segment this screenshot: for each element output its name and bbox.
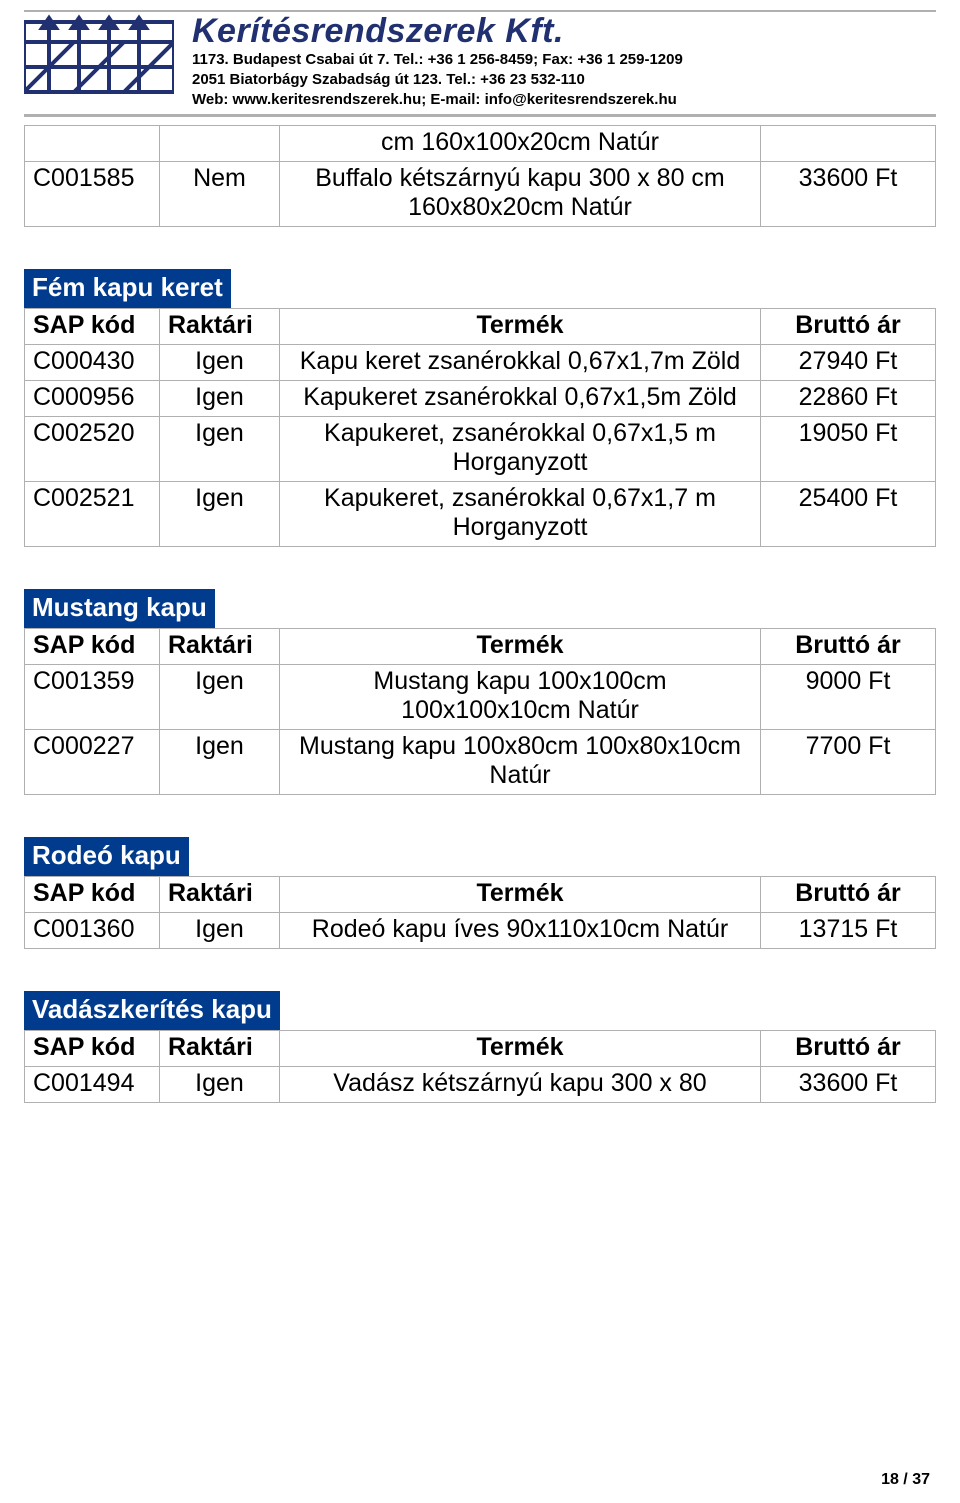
cell-price: 13715 Ft: [761, 913, 936, 949]
col-sap: SAP kód: [25, 309, 160, 345]
product-table: SAP kód Raktári Termék Bruttó ár C000430…: [24, 308, 936, 547]
product-table: SAP kód Raktári Termék Bruttó ár C001359…: [24, 628, 936, 795]
cell-product: Kapukeret zsanérokkal 0,67x1,5m Zöld: [280, 381, 761, 417]
letterhead: Kerítésrendszerek Kft. 1173. Budapest Cs…: [24, 10, 936, 117]
cell-stock: Igen: [160, 345, 280, 381]
cell-stock: Igen: [160, 665, 280, 730]
col-stock: Raktári: [160, 877, 280, 913]
cell-product: Rodeó kapu íves 90x110x10cm Natúr: [280, 913, 761, 949]
cell-product: Vadász kétszárnyú kapu 300 x 80: [280, 1067, 761, 1103]
top-fragment-table: cm 160x100x20cm Natúr C001585 Nem Buffal…: [24, 125, 936, 227]
table-row: C000956 Igen Kapukeret zsanérokkal 0,67x…: [25, 381, 936, 417]
company-name: Kerítésrendszerek Kft.: [192, 14, 683, 50]
table-row: C001585 Nem Buffalo kétszárnyú kapu 300 …: [25, 162, 936, 227]
cell-price: 33600 Ft: [761, 162, 936, 227]
table-row: C000227 Igen Mustang kapu 100x80cm 100x8…: [25, 730, 936, 795]
cell-price: 22860 Ft: [761, 381, 936, 417]
section-title: Rodeó kapu: [24, 837, 189, 876]
table-header-row: SAP kód Raktári Termék Bruttó ár: [25, 629, 936, 665]
col-sap: SAP kód: [25, 629, 160, 665]
section-mustang-kapu: Mustang kapu SAP kód Raktári Termék Brut…: [24, 589, 936, 795]
table-row: C002520 Igen Kapukeret, zsanérokkal 0,67…: [25, 417, 936, 482]
cell-product: cm 160x100x20cm Natúr: [280, 126, 761, 162]
cell-stock: Igen: [160, 913, 280, 949]
cell-price: 9000 Ft: [761, 665, 936, 730]
cell-sap: C001494: [25, 1067, 160, 1103]
col-price: Bruttó ár: [761, 629, 936, 665]
cell-price: [761, 126, 936, 162]
cell-product: Mustang kapu 100x80cm 100x80x10cm Natúr: [280, 730, 761, 795]
cell-stock: [160, 126, 280, 162]
col-product: Termék: [280, 1031, 761, 1067]
cell-product: Kapu keret zsanérokkal 0,67x1,7m Zöld: [280, 345, 761, 381]
company-address-1: 1173. Budapest Csabai út 7. Tel.: +36 1 …: [192, 50, 683, 70]
section-vadaszkerites-kapu: Vadászkerítés kapu SAP kód Raktári Termé…: [24, 991, 936, 1103]
col-product: Termék: [280, 309, 761, 345]
section-fem-kapu-keret: Fém kapu keret SAP kód Raktári Termék Br…: [24, 269, 936, 547]
fence-icon: [24, 12, 174, 102]
table-header-row: SAP kód Raktári Termék Bruttó ár: [25, 1031, 936, 1067]
cell-product: Mustang kapu 100x100cm 100x100x10cm Natú…: [280, 665, 761, 730]
section-rodeo-kapu: Rodeó kapu SAP kód Raktári Termék Bruttó…: [24, 837, 936, 949]
table-row: C001360 Igen Rodeó kapu íves 90x110x10cm…: [25, 913, 936, 949]
table-header-row: SAP kód Raktári Termék Bruttó ár: [25, 309, 936, 345]
cell-product: Kapukeret, zsanérokkal 0,67x1,5 m Horgan…: [280, 417, 761, 482]
company-web: Web: www.keritesrendszerek.hu; E-mail: i…: [192, 90, 683, 110]
cell-price: 7700 Ft: [761, 730, 936, 795]
col-sap: SAP kód: [25, 877, 160, 913]
cell-sap: C000430: [25, 345, 160, 381]
col-stock: Raktári: [160, 1031, 280, 1067]
section-title: Vadászkerítés kapu: [24, 991, 280, 1030]
col-price: Bruttó ár: [761, 309, 936, 345]
col-product: Termék: [280, 877, 761, 913]
cell-stock: Igen: [160, 482, 280, 547]
table-row: cm 160x100x20cm Natúr: [25, 126, 936, 162]
cell-price: 19050 Ft: [761, 417, 936, 482]
col-price: Bruttó ár: [761, 1031, 936, 1067]
fence-logo: [24, 12, 174, 102]
col-stock: Raktári: [160, 629, 280, 665]
cell-sap: C001359: [25, 665, 160, 730]
col-sap: SAP kód: [25, 1031, 160, 1067]
table-row: C002521 Igen Kapukeret, zsanérokkal 0,67…: [25, 482, 936, 547]
company-address-2: 2051 Biatorbágy Szabadság út 123. Tel.: …: [192, 70, 683, 90]
col-price: Bruttó ár: [761, 877, 936, 913]
cell-sap: C001585: [25, 162, 160, 227]
cell-sap: C002520: [25, 417, 160, 482]
cell-price: 27940 Ft: [761, 345, 936, 381]
cell-sap: C002521: [25, 482, 160, 547]
cell-price: 25400 Ft: [761, 482, 936, 547]
cell-sap: C001360: [25, 913, 160, 949]
cell-sap: C000227: [25, 730, 160, 795]
cell-sap: [25, 126, 160, 162]
section-title: Mustang kapu: [24, 589, 215, 628]
cell-product: Kapukeret, zsanérokkal 0,67x1,7 m Horgan…: [280, 482, 761, 547]
product-table-fragment: cm 160x100x20cm Natúr C001585 Nem Buffal…: [24, 125, 936, 227]
section-title: Fém kapu keret: [24, 269, 231, 308]
cell-sap: C000956: [25, 381, 160, 417]
product-table: SAP kód Raktári Termék Bruttó ár C001494…: [24, 1030, 936, 1103]
cell-stock: Igen: [160, 1067, 280, 1103]
cell-product: Buffalo kétszárnyú kapu 300 x 80 cm 160x…: [280, 162, 761, 227]
cell-stock: Nem: [160, 162, 280, 227]
table-header-row: SAP kód Raktári Termék Bruttó ár: [25, 877, 936, 913]
table-row: C001359 Igen Mustang kapu 100x100cm 100x…: [25, 665, 936, 730]
cell-stock: Igen: [160, 417, 280, 482]
cell-stock: Igen: [160, 730, 280, 795]
col-product: Termék: [280, 629, 761, 665]
table-row: C001494 Igen Vadász kétszárnyú kapu 300 …: [25, 1067, 936, 1103]
table-row: C000430 Igen Kapu keret zsanérokkal 0,67…: [25, 345, 936, 381]
page: Kerítésrendszerek Kft. 1173. Budapest Cs…: [0, 0, 960, 1503]
page-number: 18 / 37: [881, 1471, 930, 1489]
cell-stock: Igen: [160, 381, 280, 417]
product-table: SAP kód Raktári Termék Bruttó ár C001360…: [24, 876, 936, 949]
company-info: Kerítésrendszerek Kft. 1173. Budapest Cs…: [192, 12, 683, 110]
cell-price: 33600 Ft: [761, 1067, 936, 1103]
col-stock: Raktári: [160, 309, 280, 345]
